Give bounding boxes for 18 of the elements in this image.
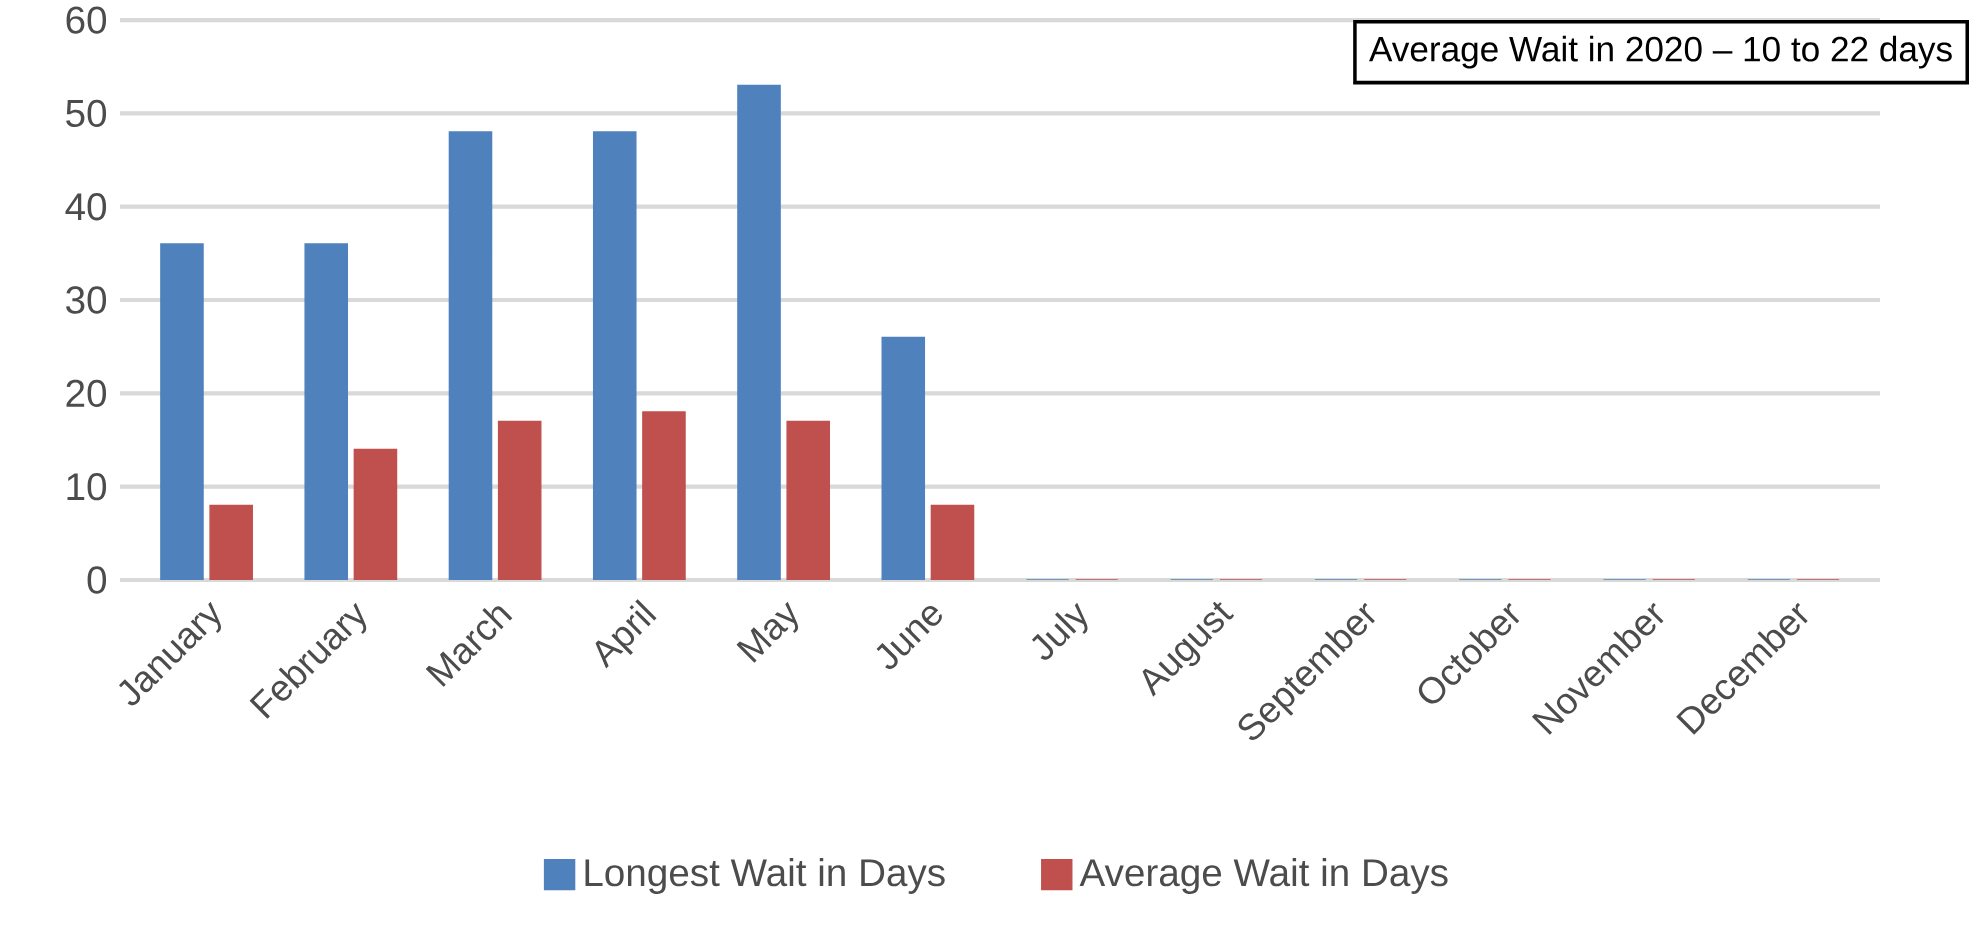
bar — [930, 504, 975, 580]
y-tick-label: 0 — [87, 566, 107, 594]
legend-label: Average Wait in Days — [1079, 857, 1448, 894]
legend-label: Longest Wait in Days — [585, 857, 945, 894]
bar — [497, 420, 542, 580]
y-tick-label: 20 — [66, 379, 107, 408]
y-tick-label: 40 — [65, 193, 107, 221]
bar — [209, 504, 253, 580]
x-tick-label: July — [1031, 602, 1088, 660]
y-tick-label: 60 — [66, 6, 107, 34]
y-tick-label: 50 — [66, 99, 107, 128]
bar — [786, 420, 831, 580]
bar — [642, 411, 686, 580]
y-tick-label: 10 — [67, 473, 107, 501]
annotation: Average Wait in 2020 – 10 to 22 days — [1369, 35, 1952, 69]
y-tick-label: 30 — [66, 286, 107, 314]
bar — [353, 448, 398, 580]
x-tick-label: May — [736, 601, 799, 663]
